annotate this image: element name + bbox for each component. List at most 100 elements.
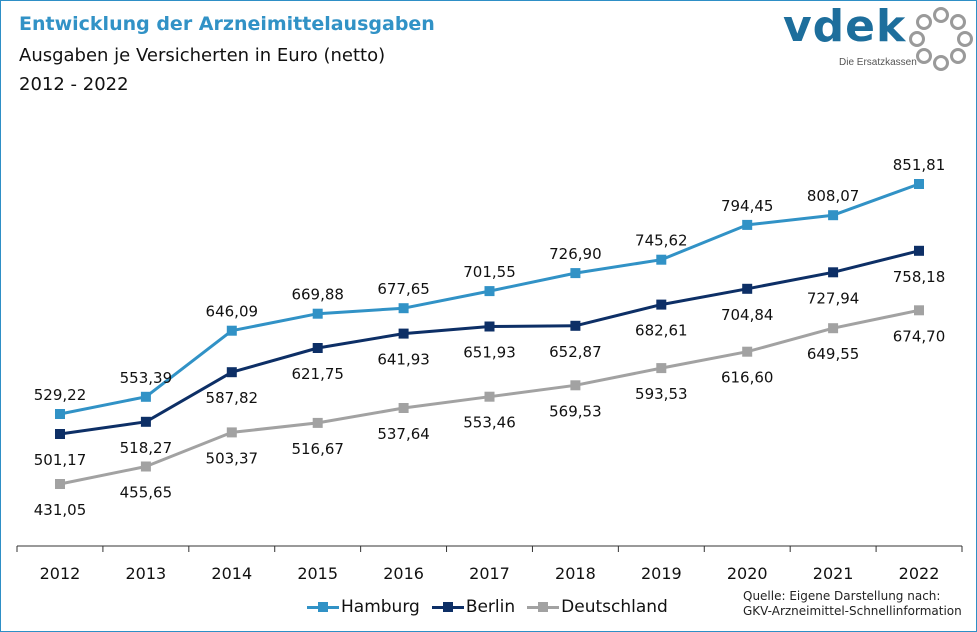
data-point-deutschland <box>55 479 65 489</box>
data-point-berlin <box>226 367 237 378</box>
line-chart: 2012 2013 2014 2015 2016 2017 2018 2019 2020 2021… <box>16 156 963 583</box>
data-point-deutschland <box>656 363 667 374</box>
data-label-deutschland: 569,53 <box>549 402 602 420</box>
logo-ring-dot <box>933 55 949 71</box>
logo-ring-dot <box>950 14 966 30</box>
data-point-hamburg <box>484 286 495 297</box>
source-note: Quelle: Eigene Darstellung nach: GKV-Arz… <box>743 589 962 619</box>
data-point-berlin <box>140 416 151 427</box>
data-point-berlin <box>398 328 409 339</box>
data-point-hamburg <box>742 219 753 230</box>
data-label-berlin: 587,82 <box>206 389 259 407</box>
logo-ring-dot <box>916 48 932 64</box>
data-label-hamburg: 669,88 <box>291 286 344 304</box>
data-label-deutschland: 455,65 <box>120 484 173 502</box>
data-label-hamburg: 808,07 <box>807 187 860 205</box>
data-label-hamburg: 529,22 <box>34 386 87 404</box>
data-label-hamburg: 726,90 <box>549 245 602 263</box>
dotted-ring-icon <box>909 7 973 71</box>
data-label-hamburg: 701,55 <box>463 263 516 281</box>
data-label-deutschland: 431,05 <box>34 501 87 519</box>
x-tick-label: 2015 <box>297 564 338 583</box>
data-point-hamburg <box>570 268 581 279</box>
data-point-hamburg <box>914 179 924 189</box>
data-label-hamburg: 553,39 <box>120 369 173 387</box>
data-label-berlin: 758,18 <box>893 268 946 286</box>
data-label-hamburg: 677,65 <box>377 280 430 298</box>
data-label-berlin: 641,93 <box>377 351 430 369</box>
chart-period: 2012 - 2022 <box>19 74 129 95</box>
series-line-hamburg <box>59 182 920 416</box>
data-point-deutschland <box>914 305 924 316</box>
data-point-hamburg <box>226 325 237 336</box>
logo-ring-dot <box>933 7 949 23</box>
legend-label-hamburg: Hamburg <box>341 597 420 617</box>
data-point-hamburg <box>828 210 839 221</box>
data-label-deutschland: 649,55 <box>807 345 860 363</box>
data-label-deutschland: 553,46 <box>463 414 516 432</box>
data-label-berlin: 682,61 <box>635 322 688 340</box>
data-point-hamburg <box>312 308 323 319</box>
chart-legend: Hamburg Berlin Deutschland <box>307 595 680 619</box>
data-point-berlin <box>828 267 839 278</box>
data-label-deutschland: 616,60 <box>721 369 774 387</box>
x-tick-label: 2020 <box>727 564 768 583</box>
logo-ring-dot <box>950 48 966 64</box>
data-label-hamburg: 745,62 <box>635 232 688 250</box>
data-label-deutschland: 503,37 <box>206 449 259 467</box>
logo-tagline: Die Ersatzkassen <box>839 57 917 68</box>
source-line-2: GKV-Arzneimittel-Schnellinformation <box>743 604 962 618</box>
x-tick-label: 2016 <box>383 564 424 583</box>
data-label-berlin: 621,75 <box>291 365 344 383</box>
x-tick-label: 2022 <box>899 564 940 583</box>
x-tick-label: 2017 <box>469 564 510 583</box>
data-point-deutschland <box>398 403 409 413</box>
legend-swatch-deutschland <box>527 600 560 614</box>
chart-title: Entwicklung der Arzneimittelausgaben <box>19 13 435 35</box>
data-label-berlin: 501,17 <box>34 451 87 469</box>
logo-wordmark: vdek <box>783 1 907 52</box>
data-point-berlin <box>484 321 495 332</box>
chart-subtitle: Ausgaben je Versicherten in Euro (netto) <box>19 45 386 66</box>
legend-swatch-berlin <box>431 600 464 614</box>
legend-item-hamburg: Hamburg <box>307 597 420 617</box>
legend-label-deutschland: Deutschland <box>561 597 668 617</box>
vdek-logo: vdek Die Ersatzkassen <box>781 1 976 73</box>
data-point-hamburg <box>140 391 151 402</box>
data-point-deutschland <box>828 323 839 334</box>
data-point-deutschland <box>312 417 323 428</box>
data-point-berlin <box>55 429 65 439</box>
data-label-berlin: 518,27 <box>120 439 173 457</box>
data-label-hamburg: 851,81 <box>893 156 946 174</box>
data-label-berlin: 704,84 <box>721 306 774 324</box>
logo-ring-dot <box>909 31 925 47</box>
data-point-berlin <box>656 299 667 310</box>
logo-ring-dot <box>916 14 932 30</box>
data-point-hamburg <box>55 409 65 419</box>
logo-ring-dot <box>957 31 973 47</box>
data-label-berlin: 651,93 <box>463 344 516 362</box>
x-tick-label: 2012 <box>40 564 81 583</box>
data-label-deutschland: 537,64 <box>377 425 430 443</box>
data-point-deutschland <box>484 391 495 402</box>
data-point-deutschland <box>140 461 151 472</box>
x-tick-label: 2014 <box>211 564 252 583</box>
legend-item-deutschland: Deutschland <box>527 597 668 617</box>
data-point-hamburg <box>656 254 667 265</box>
legend-label-berlin: Berlin <box>465 597 516 617</box>
x-tick-label: 2019 <box>641 564 682 583</box>
data-label-deutschland: 516,67 <box>291 440 344 458</box>
x-tick-label: 2013 <box>126 564 167 583</box>
data-point-berlin <box>742 283 753 294</box>
data-label-deutschland: 593,53 <box>635 385 688 403</box>
data-label-berlin: 727,94 <box>807 289 860 307</box>
data-label-hamburg: 794,45 <box>721 197 774 215</box>
data-point-berlin <box>312 343 323 353</box>
legend-swatch-hamburg <box>307 600 339 614</box>
x-tick-label: 2021 <box>813 564 854 583</box>
data-point-berlin <box>914 245 924 256</box>
data-point-berlin <box>570 320 581 331</box>
data-point-hamburg <box>398 303 409 314</box>
data-point-deutschland <box>226 427 237 438</box>
